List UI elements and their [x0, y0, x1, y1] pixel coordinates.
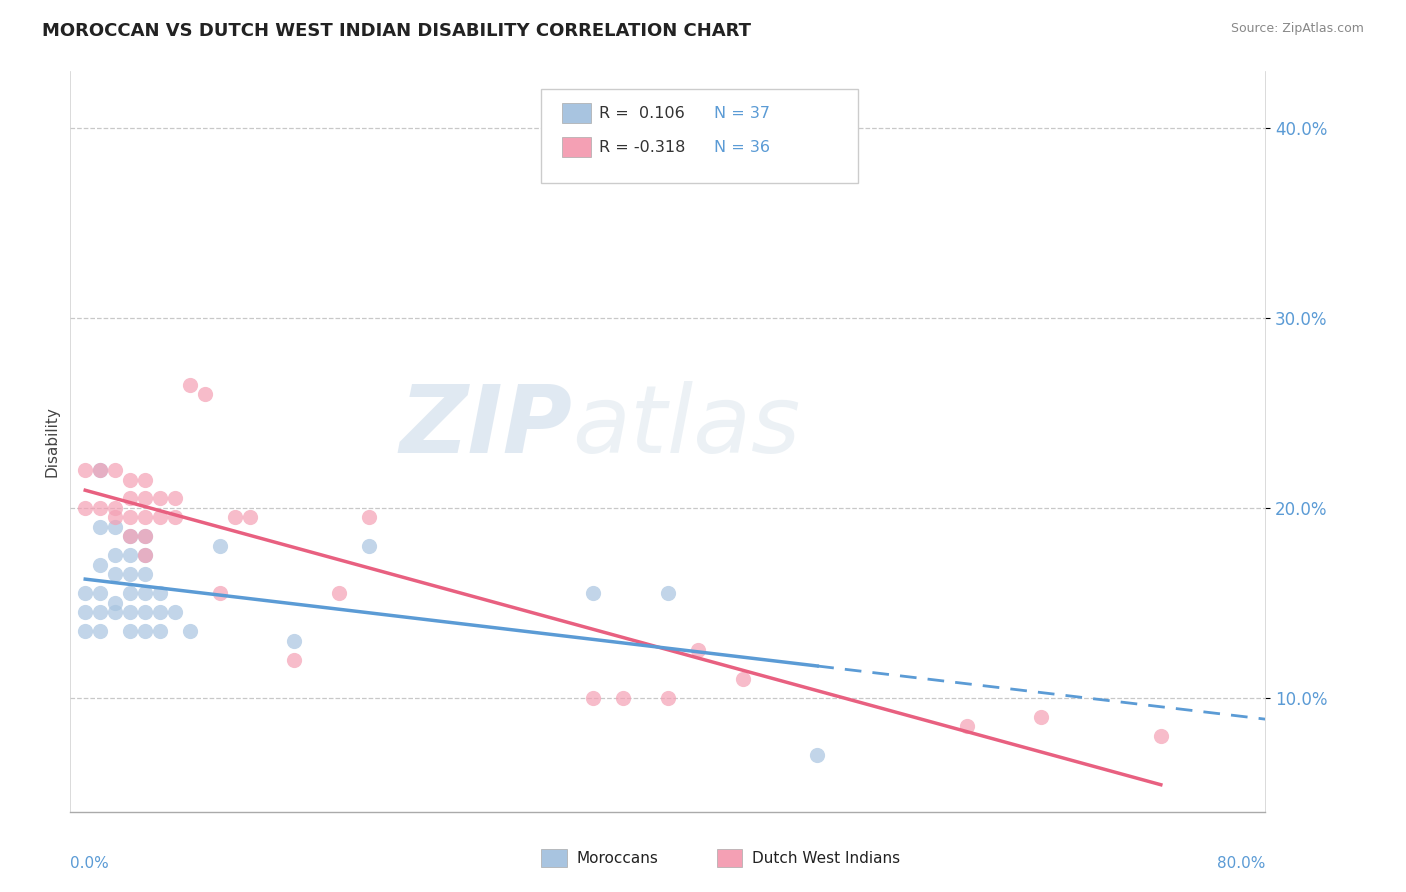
Point — [149, 624, 172, 639]
Point — [149, 491, 172, 506]
Point — [134, 473, 156, 487]
Point — [283, 633, 305, 648]
Point — [120, 491, 141, 506]
Point — [89, 606, 111, 620]
Point — [163, 606, 186, 620]
Point — [89, 463, 111, 477]
Point — [75, 500, 97, 515]
Point — [582, 586, 605, 600]
Point — [134, 510, 156, 524]
Point — [120, 549, 141, 563]
Point — [104, 510, 127, 524]
Text: 0.0%: 0.0% — [70, 856, 110, 871]
Point — [120, 624, 141, 639]
Point — [359, 539, 381, 553]
Text: Moroccans: Moroccans — [576, 851, 658, 865]
Point — [89, 624, 111, 639]
Point — [239, 510, 262, 524]
Text: N = 37: N = 37 — [714, 106, 770, 120]
Point — [179, 624, 201, 639]
Point — [208, 586, 231, 600]
Point — [75, 624, 97, 639]
Point — [120, 510, 141, 524]
Text: ZIP: ZIP — [399, 381, 572, 473]
Point — [149, 586, 172, 600]
Point — [104, 567, 127, 582]
Point — [134, 606, 156, 620]
Point — [89, 463, 111, 477]
Point — [149, 510, 172, 524]
Point — [179, 377, 201, 392]
Point — [582, 690, 605, 705]
Point — [134, 549, 156, 563]
Point — [134, 529, 156, 543]
Point — [134, 491, 156, 506]
Point — [104, 596, 127, 610]
Text: R =  0.106: R = 0.106 — [599, 106, 685, 120]
Point — [283, 653, 305, 667]
Point — [149, 606, 172, 620]
Point — [328, 586, 350, 600]
Point — [224, 510, 246, 524]
Text: N = 36: N = 36 — [714, 140, 770, 154]
Point — [134, 567, 156, 582]
Point — [194, 387, 217, 401]
Point — [104, 549, 127, 563]
Point — [686, 643, 709, 657]
Point — [120, 567, 141, 582]
Point — [120, 529, 141, 543]
Point — [657, 690, 679, 705]
Point — [120, 606, 141, 620]
Text: R = -0.318: R = -0.318 — [599, 140, 685, 154]
Point — [1031, 710, 1053, 724]
Point — [163, 510, 186, 524]
Text: MOROCCAN VS DUTCH WEST INDIAN DISABILITY CORRELATION CHART: MOROCCAN VS DUTCH WEST INDIAN DISABILITY… — [42, 22, 751, 40]
Point — [120, 529, 141, 543]
Point — [104, 500, 127, 515]
Point — [104, 520, 127, 534]
Point — [120, 586, 141, 600]
Point — [134, 624, 156, 639]
Point — [657, 586, 679, 600]
Point — [359, 510, 381, 524]
Point — [163, 491, 186, 506]
Point — [104, 606, 127, 620]
Point — [134, 586, 156, 600]
Point — [89, 520, 111, 534]
Point — [89, 558, 111, 572]
Point — [134, 529, 156, 543]
Point — [75, 586, 97, 600]
Point — [134, 549, 156, 563]
Point — [1150, 729, 1173, 743]
Point — [75, 463, 97, 477]
Point — [75, 606, 97, 620]
Y-axis label: Disability: Disability — [44, 406, 59, 477]
Point — [89, 586, 111, 600]
Text: Source: ZipAtlas.com: Source: ZipAtlas.com — [1230, 22, 1364, 36]
Text: atlas: atlas — [572, 381, 800, 472]
Point — [612, 690, 634, 705]
Point — [956, 719, 979, 733]
Point — [104, 463, 127, 477]
Point — [806, 747, 828, 762]
Text: 80.0%: 80.0% — [1218, 856, 1265, 871]
Point — [731, 672, 754, 686]
Point — [208, 539, 231, 553]
Point — [89, 500, 111, 515]
Point — [120, 473, 141, 487]
Text: Dutch West Indians: Dutch West Indians — [752, 851, 900, 865]
